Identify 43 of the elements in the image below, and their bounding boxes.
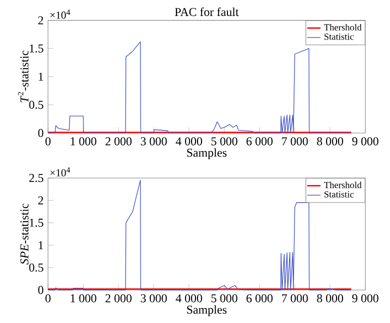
x-tick-label: 9 000 [352, 294, 378, 302]
x-axis-title: Samples [187, 305, 227, 316]
x-tick-label: 3 000 [140, 137, 167, 146]
x-tick-label: 8 000 [317, 137, 344, 146]
y-axis-title: SPE-statistic [20, 204, 28, 264]
x-tick-label: 5 000 [211, 294, 238, 302]
y-tick-label: 0 [38, 128, 44, 138]
x-tick-label: 4 000 [176, 294, 202, 302]
legend-label: Statistic [324, 34, 354, 40]
legend-label: Statistic [324, 191, 354, 198]
y-tick-label: 2.5 [29, 174, 44, 182]
x-tick-label: 7 000 [282, 294, 308, 302]
y-tick-label: 2 [38, 16, 44, 24]
y-tick-label: 0 [38, 286, 44, 294]
text: ×10$^{4}$ [50, 167, 70, 176]
x-tick-label: 1 000 [70, 137, 96, 146]
x-axis-title: Samples [187, 148, 227, 160]
line-series [48, 41, 352, 134]
x-tick-label: 5 000 [211, 137, 238, 146]
x-tick-label: 1 000 [70, 294, 96, 302]
x-tick-label: 6 000 [246, 137, 273, 146]
y-tick-label: 2 [38, 196, 44, 204]
chart-title: PAC for fault [174, 7, 239, 16]
y-tick-label: 1 [38, 72, 44, 81]
y-axis-title: T$^{2}$-statistic [18, 50, 28, 102]
y-tick-label: 1.5 [30, 44, 44, 53]
y-tick-label: 1 [38, 241, 44, 250]
x-tick-label: 2 000 [106, 294, 132, 302]
x-tick-label: 3 000 [140, 294, 167, 302]
x-tick-label: 4 000 [176, 137, 202, 146]
text: ×10$^{4}$ [50, 10, 70, 19]
y-tick-label: 1.5 [30, 218, 44, 227]
x-tick-label: 9 000 [352, 137, 378, 146]
legend-label: Thershold [324, 182, 362, 188]
y-tick-label: 0.5 [29, 100, 44, 109]
legend-label: Thershold [324, 24, 362, 30]
x-tick-label: 2 000 [106, 137, 132, 146]
x-tick-label: 0 [45, 294, 51, 302]
x-tick-label: 0 [45, 137, 51, 146]
x-tick-label: 6 000 [246, 294, 273, 302]
x-tick-label: 8 000 [317, 294, 344, 302]
y-tick-label: 0.5 [29, 264, 44, 272]
x-tick-label: 7 000 [282, 137, 308, 146]
